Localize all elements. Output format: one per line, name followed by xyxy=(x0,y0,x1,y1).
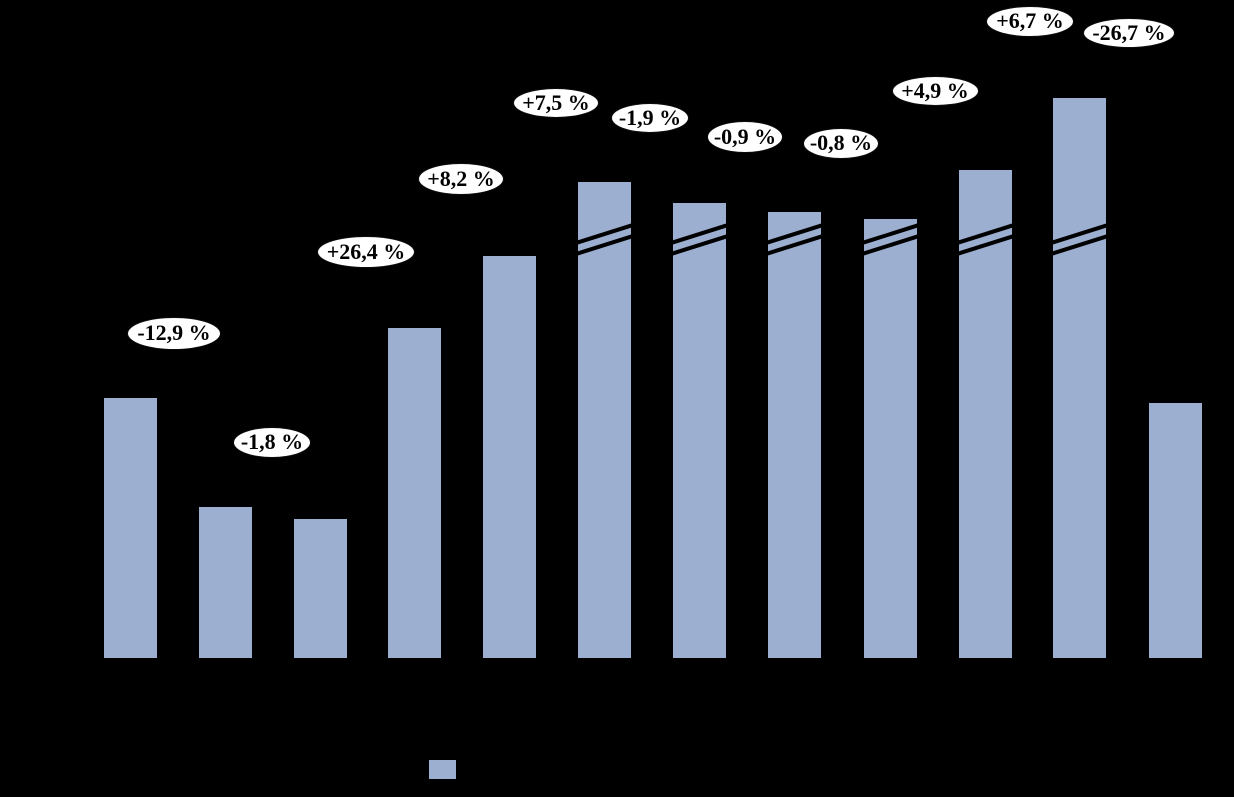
pct-change-callout: -1,8 % xyxy=(233,426,311,458)
pct-change-callout: -1,9 % xyxy=(611,103,689,133)
bar xyxy=(578,182,631,658)
bar xyxy=(673,203,726,658)
bar xyxy=(199,507,252,658)
bar xyxy=(1149,403,1202,658)
pct-change-callout: +6,7 % xyxy=(986,5,1074,37)
bar xyxy=(1053,98,1106,658)
pct-change-callout: +4,9 % xyxy=(891,76,979,106)
bar xyxy=(768,212,821,658)
pct-change-callout: -0,8 % xyxy=(803,127,879,159)
bar xyxy=(959,170,1012,658)
bar xyxy=(388,328,441,658)
bar xyxy=(294,519,347,658)
pct-change-callout: -26,7 % xyxy=(1083,18,1175,48)
bar xyxy=(864,219,917,658)
pct-change-callout: +7,5 % xyxy=(513,88,599,118)
legend-swatch xyxy=(429,760,456,779)
pct-change-callout: -12,9 % xyxy=(127,316,221,350)
bar xyxy=(104,398,157,658)
pct-change-callout: -0,9 % xyxy=(707,121,783,153)
bar xyxy=(483,256,536,658)
pct-change-callout: +26,4 % xyxy=(317,236,415,268)
pct-change-callout: +8,2 % xyxy=(418,163,504,195)
